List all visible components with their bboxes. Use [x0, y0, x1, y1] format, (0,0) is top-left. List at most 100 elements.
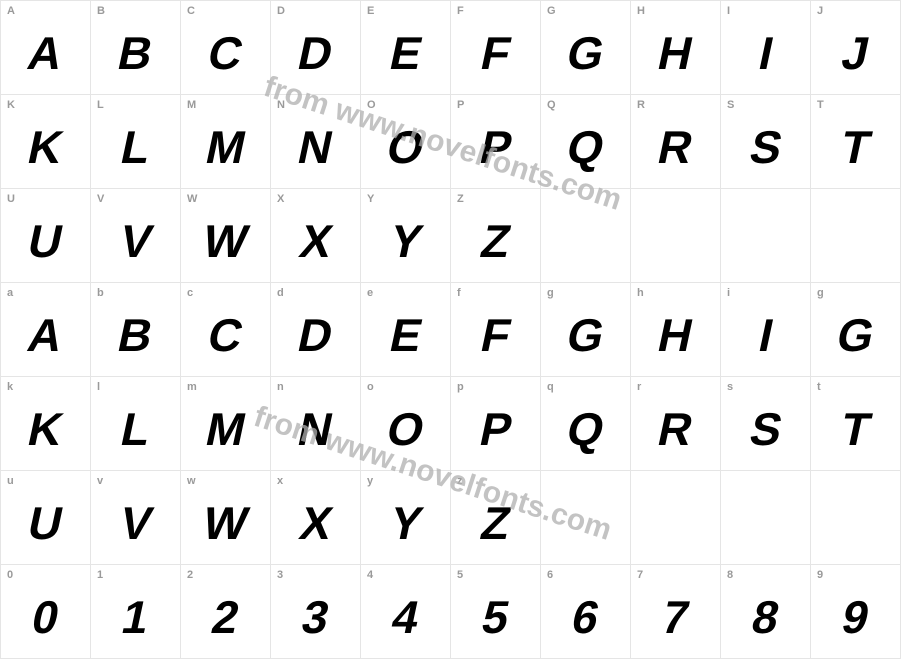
glyph-label: f — [457, 287, 461, 299]
glyph-char: T — [836, 402, 875, 456]
glyph-char: N — [294, 120, 338, 174]
glyph-cell: 00 — [0, 564, 90, 658]
glyph-char: C — [204, 308, 248, 362]
glyph-char: Z — [476, 214, 515, 268]
glyph-cell: hH — [630, 282, 720, 376]
glyph-cell — [720, 470, 810, 564]
glyph-label: 6 — [547, 569, 553, 581]
glyph-char: R — [654, 120, 698, 174]
glyph-cell: fF — [450, 282, 540, 376]
glyph-label: l — [97, 381, 100, 393]
glyph-cell — [540, 188, 630, 282]
glyph-char: G — [832, 308, 878, 362]
glyph-cell: RR — [630, 94, 720, 188]
glyph-cell: NN — [270, 94, 360, 188]
glyph-cell: eE — [360, 282, 450, 376]
glyph-char: L — [116, 120, 155, 174]
glyph-char: P — [475, 120, 516, 174]
glyph-label: Y — [367, 193, 374, 205]
glyph-label: x — [277, 475, 283, 487]
glyph-cell: VV — [90, 188, 180, 282]
glyph-cell: WW — [180, 188, 270, 282]
glyph-label: L — [97, 99, 104, 111]
glyph-cell: 66 — [540, 564, 630, 658]
glyph-cell: BB — [90, 0, 180, 94]
glyph-label: q — [547, 381, 554, 393]
glyph-label: 4 — [367, 569, 373, 581]
glyph-cell: 55 — [450, 564, 540, 658]
glyph-cell: tT — [810, 376, 900, 470]
glyph-char: U — [24, 214, 68, 268]
glyph-char: 8 — [747, 590, 783, 644]
glyph-cell: YY — [360, 188, 450, 282]
glyph-label: Z — [457, 193, 464, 205]
glyph-char: V — [115, 214, 156, 268]
glyph-label: 8 — [727, 569, 733, 581]
glyph-char: O — [382, 402, 428, 456]
glyph-label: 9 — [817, 569, 823, 581]
glyph-label: p — [457, 381, 464, 393]
glyph-char: 3 — [297, 590, 333, 644]
glyph-label: I — [727, 5, 730, 17]
glyph-label: g — [817, 287, 824, 299]
glyph-cell: JJ — [810, 0, 900, 94]
glyph-char: E — [385, 26, 426, 80]
glyph-cell: 77 — [630, 564, 720, 658]
glyph-char: A — [24, 26, 68, 80]
glyph-label: y — [367, 475, 373, 487]
glyph-label: 7 — [637, 569, 643, 581]
glyph-label: 2 — [187, 569, 193, 581]
glyph-label: c — [187, 287, 193, 299]
glyph-cell: 99 — [810, 564, 900, 658]
glyph-cell — [540, 470, 630, 564]
glyph-cell: mM — [180, 376, 270, 470]
glyph-char: S — [745, 120, 786, 174]
glyph-cell: lL — [90, 376, 180, 470]
glyph-char: G — [562, 26, 608, 80]
glyph-grid: AABBCCDDEEFFGGHHIIJJKKLLMMNNOOPPQQRRSSTT… — [0, 0, 901, 659]
glyph-cell: zZ — [450, 470, 540, 564]
glyph-char: N — [294, 402, 338, 456]
glyph-label: G — [547, 5, 556, 17]
glyph-cell: 88 — [720, 564, 810, 658]
glyph-cell: aA — [0, 282, 90, 376]
glyph-cell — [630, 188, 720, 282]
glyph-cell: qQ — [540, 376, 630, 470]
glyph-label: V — [97, 193, 104, 205]
glyph-label: n — [277, 381, 284, 393]
glyph-char: F — [476, 26, 515, 80]
glyph-cell: XX — [270, 188, 360, 282]
glyph-label: O — [367, 99, 376, 111]
glyph-cell: sS — [720, 376, 810, 470]
glyph-char: 5 — [477, 590, 513, 644]
glyph-label: R — [637, 99, 645, 111]
glyph-char: T — [836, 120, 875, 174]
glyph-char: X — [295, 496, 336, 550]
glyph-cell: gG — [540, 282, 630, 376]
glyph-char: 1 — [117, 590, 153, 644]
glyph-cell: OO — [360, 94, 450, 188]
glyph-label: k — [7, 381, 13, 393]
glyph-label: W — [187, 193, 197, 205]
glyph-cell: PP — [450, 94, 540, 188]
glyph-cell: AA — [0, 0, 90, 94]
glyph-char: G — [562, 308, 608, 362]
glyph-cell: vV — [90, 470, 180, 564]
glyph-char: B — [114, 308, 158, 362]
glyph-char: 4 — [387, 590, 423, 644]
glyph-char: P — [475, 402, 516, 456]
glyph-label: b — [97, 287, 104, 299]
glyph-char: C — [204, 26, 248, 80]
glyph-char: H — [654, 26, 698, 80]
glyph-char: 0 — [27, 590, 63, 644]
glyph-cell — [810, 188, 900, 282]
glyph-char: E — [385, 308, 426, 362]
glyph-cell: yY — [360, 470, 450, 564]
glyph-label: m — [187, 381, 197, 393]
glyph-label: F — [457, 5, 464, 17]
glyph-label: 3 — [277, 569, 283, 581]
glyph-label: h — [637, 287, 644, 299]
glyph-label: N — [277, 99, 285, 111]
glyph-cell: DD — [270, 0, 360, 94]
glyph-label: H — [637, 5, 645, 17]
